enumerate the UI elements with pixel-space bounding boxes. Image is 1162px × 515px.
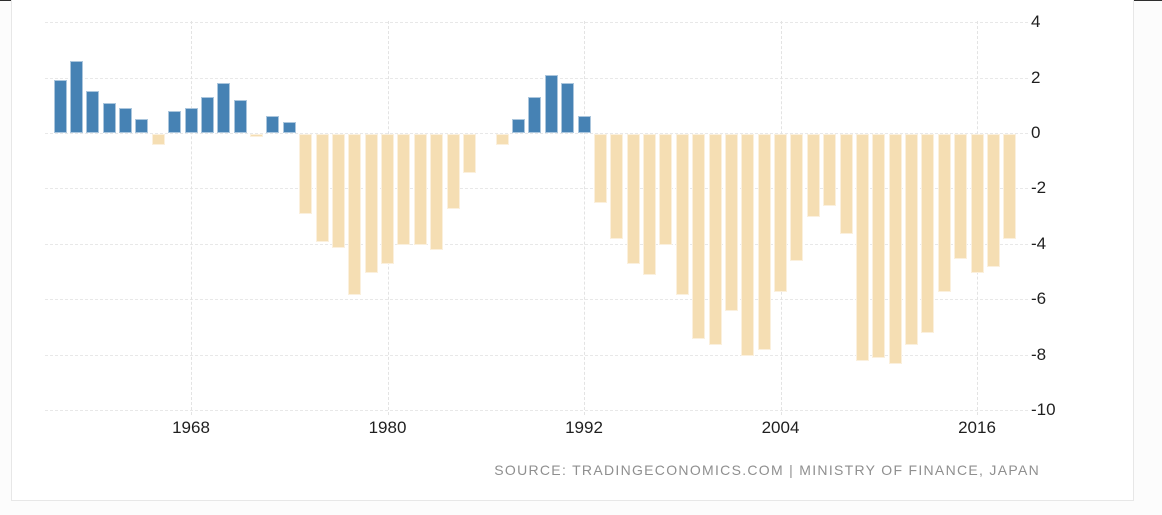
y-axis-label--2: -2: [1031, 178, 1047, 198]
bar-1982[interactable]: [413, 134, 427, 245]
bar-2002[interactable]: [741, 134, 755, 356]
bar-1961[interactable]: [69, 61, 83, 133]
y-axis-label-2: 2: [1031, 67, 1041, 87]
bar-1960[interactable]: [53, 80, 67, 133]
bar-1974[interactable]: [282, 122, 296, 133]
bar-1994[interactable]: [610, 134, 624, 239]
x-axis-label-1992: 1992: [565, 418, 603, 437]
x-axis-label-2004: 2004: [761, 418, 800, 437]
x-axis-label-1968: 1968: [172, 418, 210, 437]
y-axis-label-4: 4: [1031, 12, 1041, 32]
bar-2013[interactable]: [921, 134, 935, 333]
bar-1978[interactable]: [348, 134, 362, 295]
bar-2004[interactable]: [774, 134, 787, 292]
bar-1983[interactable]: [430, 134, 444, 250]
bar-1972[interactable]: [250, 134, 263, 137]
bar-1993[interactable]: [593, 134, 607, 203]
bar-2000[interactable]: [708, 134, 722, 345]
y-axis-label-0: 0: [1031, 123, 1041, 142]
bar-2016[interactable]: [970, 134, 984, 273]
bar-1963[interactable]: [102, 103, 116, 133]
source-attribution: SOURCE: TRADINGECONOMICS.COM | MINISTRY …: [494, 462, 1040, 478]
gridline-y-0: [45, 133, 1028, 134]
y-axis-label--8: -8: [1031, 344, 1047, 364]
bar-1984[interactable]: [446, 134, 460, 209]
bar-1992[interactable]: [577, 116, 591, 133]
bar-2003[interactable]: [757, 134, 771, 350]
bar-2017[interactable]: [986, 134, 1000, 267]
bar-1987[interactable]: [495, 134, 509, 145]
bar-2014[interactable]: [937, 134, 951, 292]
bar-2007[interactable]: [823, 134, 837, 206]
bar-1966[interactable]: [151, 134, 165, 145]
gridline-y--4: [45, 243, 1028, 245]
bar-1981[interactable]: [397, 134, 411, 245]
bar-1968[interactable]: [184, 108, 198, 133]
gridline-x-1992: [584, 21, 585, 415]
bar-2009[interactable]: [855, 134, 869, 361]
bar-1965[interactable]: [135, 119, 149, 133]
bar-1969[interactable]: [200, 97, 214, 133]
bar-1979[interactable]: [364, 134, 378, 273]
bar-2010[interactable]: [872, 134, 886, 358]
bar-1971[interactable]: [233, 100, 247, 133]
bar-1977[interactable]: [331, 134, 345, 248]
bar-2001[interactable]: [724, 134, 738, 311]
bar-2015[interactable]: [954, 134, 968, 259]
bar-1997[interactable]: [659, 134, 673, 245]
bar-1996[interactable]: [643, 134, 656, 275]
x-axis-label-2016: 2016: [958, 418, 996, 437]
bar-1970[interactable]: [217, 83, 231, 133]
gridline-y--6: [45, 299, 1028, 301]
bar-1976[interactable]: [315, 134, 329, 242]
bar-2005[interactable]: [790, 134, 804, 261]
y-axis-label--4: -4: [1031, 233, 1047, 253]
y-axis-label--10: -10: [1031, 400, 1056, 419]
bar-1990[interactable]: [544, 75, 558, 133]
bar-1988[interactable]: [512, 119, 525, 133]
gridline-x-1968: [191, 21, 192, 415]
bar-1980[interactable]: [381, 134, 394, 264]
bar-1999[interactable]: [692, 134, 706, 339]
x-axis-label-1980: 1980: [368, 418, 407, 437]
bar-2006[interactable]: [806, 134, 820, 217]
bar-1962[interactable]: [86, 91, 100, 133]
bar-1991[interactable]: [561, 83, 575, 133]
gridline-y-2: [45, 77, 1028, 79]
bar-1964[interactable]: [119, 108, 132, 133]
bar-1973[interactable]: [266, 116, 280, 133]
gridline-y--8: [45, 354, 1028, 356]
bar-2008[interactable]: [839, 134, 853, 234]
bar-1989[interactable]: [528, 97, 542, 133]
bar-1995[interactable]: [626, 134, 640, 264]
bar-1985[interactable]: [462, 134, 476, 173]
y-axis-label--6: -6: [1031, 289, 1047, 309]
bar-2011[interactable]: [888, 134, 902, 364]
bar-1975[interactable]: [299, 134, 313, 214]
gridline-y--2: [45, 188, 1028, 190]
gridline-y--10: [45, 410, 1028, 411]
bar-2012[interactable]: [905, 134, 918, 345]
bar-1998[interactable]: [675, 134, 689, 295]
gridline-y-4: [45, 22, 1028, 24]
bar-2018[interactable]: [1003, 134, 1017, 239]
bar-1967[interactable]: [168, 111, 182, 133]
